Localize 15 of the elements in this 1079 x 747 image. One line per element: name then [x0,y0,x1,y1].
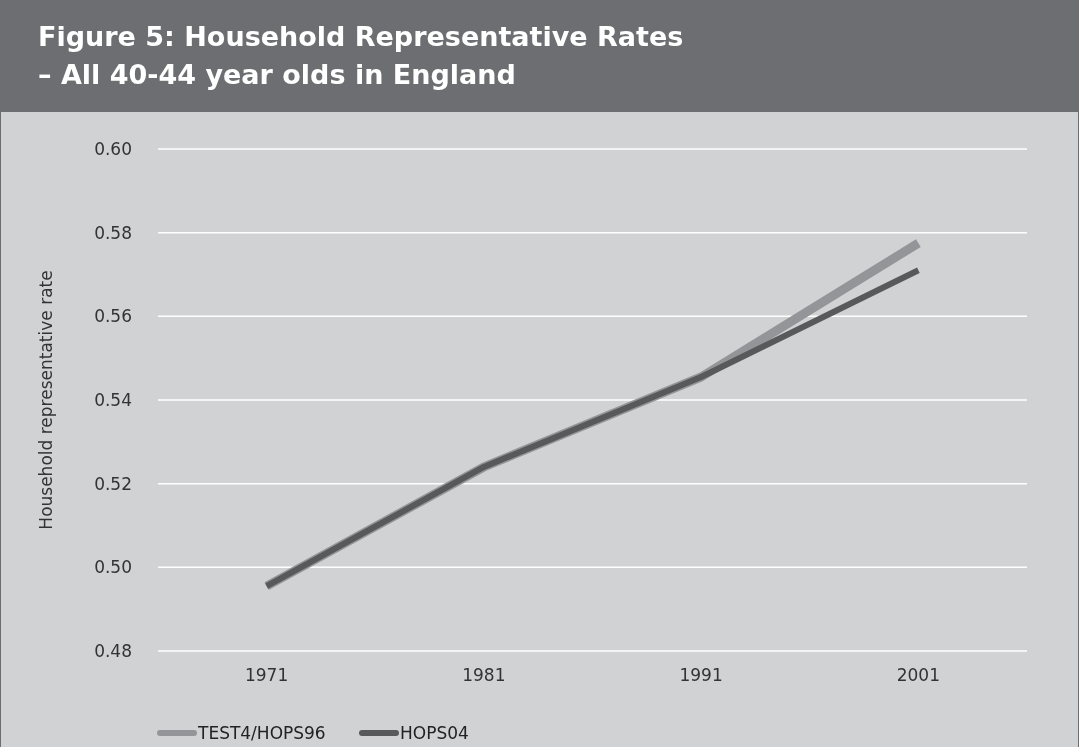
y-tick-label: 0.50 [94,557,132,578]
x-tick-label: 1971 [244,665,289,685]
y-tick-label: 0.52 [94,473,132,494]
y-tick-label: 0.60 [94,138,132,159]
x-tick-label: 2001 [896,665,941,685]
y-tick-label: 0.48 [94,640,132,661]
chart-title: Figure 5: Household Representative Rates – All 40-44 year olds in England [38,21,684,90]
y-tick-label: 0.58 [94,222,132,243]
y-tick-label: 0.56 [94,306,132,327]
legend-label: TEST4/HOPS96 [197,722,326,743]
x-tick-label: 1991 [679,665,723,685]
legend-label: HOPS04 [400,722,469,743]
y-tick-label: 0.54 [94,389,132,410]
y-axis-title: Household representative rate [36,270,56,530]
x-tick-label: 1981 [462,665,506,685]
